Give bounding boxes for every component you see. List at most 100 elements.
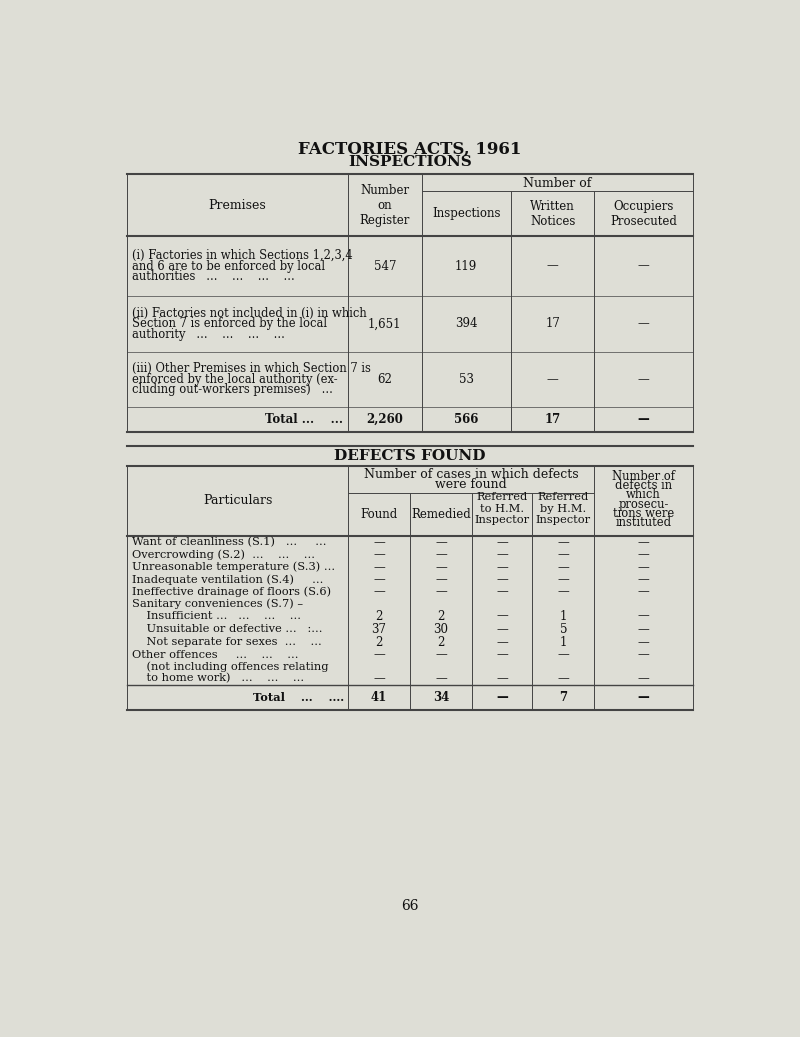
Text: 547: 547 xyxy=(374,259,396,273)
Text: —: — xyxy=(496,648,508,662)
Text: tions were: tions were xyxy=(613,507,674,520)
Text: —: — xyxy=(435,672,447,685)
Text: —: — xyxy=(558,573,570,586)
Text: 2: 2 xyxy=(438,610,445,622)
Text: (i) Factories in which Sections 1,2,3,4: (i) Factories in which Sections 1,2,3,4 xyxy=(132,249,352,262)
Text: 41: 41 xyxy=(371,691,387,704)
Text: authorities   ...    ...    ...    ...: authorities ... ... ... ... xyxy=(132,270,294,283)
Text: —: — xyxy=(638,561,650,573)
Text: enforced by the local authority (ex-: enforced by the local authority (ex- xyxy=(132,373,338,386)
Text: FACTORIES ACTS, 1961: FACTORIES ACTS, 1961 xyxy=(298,141,522,158)
Text: —: — xyxy=(496,549,508,561)
Text: —: — xyxy=(496,610,508,622)
Text: —: — xyxy=(435,573,447,586)
Text: Unreasonable temperature (S.3) ...: Unreasonable temperature (S.3) ... xyxy=(132,562,335,572)
Text: 34: 34 xyxy=(433,691,449,704)
Text: —: — xyxy=(558,536,570,549)
Text: Insufficient ...   ...    ...    ...: Insufficient ... ... ... ... xyxy=(132,611,301,621)
Text: authority   ...    ...    ...    ...: authority ... ... ... ... xyxy=(132,328,285,341)
Text: —: — xyxy=(558,585,570,598)
Text: to home work)   ...    ...    ...: to home work) ... ... ... xyxy=(132,673,304,683)
Text: Particulars: Particulars xyxy=(203,495,272,507)
Text: (ii) Factories not included in (i) in which: (ii) Factories not included in (i) in wh… xyxy=(132,307,366,320)
Text: cluding out-workers premises)   ...: cluding out-workers premises) ... xyxy=(132,384,333,396)
Text: Found: Found xyxy=(360,508,398,522)
Text: —: — xyxy=(638,672,650,685)
Text: —: — xyxy=(558,561,570,573)
Text: —: — xyxy=(638,636,650,649)
Text: Want of cleanliness (S.1)   ...     ...: Want of cleanliness (S.1) ... ... xyxy=(132,537,326,548)
Text: defects in: defects in xyxy=(615,479,672,493)
Text: Overcrowding (S.2)  ...    ...    ...: Overcrowding (S.2) ... ... ... xyxy=(132,550,314,560)
Text: were found: were found xyxy=(435,478,507,492)
Text: Unsuitable or defective ...   :...: Unsuitable or defective ... :... xyxy=(132,624,322,635)
Text: Not separate for sexes  ...    ...: Not separate for sexes ... ... xyxy=(132,638,322,647)
Text: and 6 are to be enforced by local: and 6 are to be enforced by local xyxy=(132,259,325,273)
Text: —: — xyxy=(546,373,558,386)
Text: —: — xyxy=(373,648,385,662)
Text: 2,260: 2,260 xyxy=(366,413,403,426)
Text: 7: 7 xyxy=(559,691,567,704)
Text: Number of: Number of xyxy=(523,177,591,190)
Text: 62: 62 xyxy=(378,373,392,386)
Text: —: — xyxy=(638,549,650,561)
Text: 119: 119 xyxy=(455,259,478,273)
Text: —: — xyxy=(558,672,570,685)
Text: prosecu-: prosecu- xyxy=(618,498,669,510)
Text: 1,651: 1,651 xyxy=(368,317,402,331)
Text: Section 7 is enforced by the local: Section 7 is enforced by the local xyxy=(132,317,327,331)
Text: which: which xyxy=(626,488,661,501)
Text: —: — xyxy=(496,691,508,704)
Text: Referred
by H.M.
Inspector: Referred by H.M. Inspector xyxy=(536,493,591,526)
Text: —: — xyxy=(373,585,385,598)
Text: —: — xyxy=(373,573,385,586)
Text: Sanitary conveniences (S.7) –: Sanitary conveniences (S.7) – xyxy=(132,598,303,609)
Text: 566: 566 xyxy=(454,413,478,426)
Text: 37: 37 xyxy=(371,622,386,636)
Text: —: — xyxy=(546,259,558,273)
Text: —: — xyxy=(496,573,508,586)
Text: 30: 30 xyxy=(434,622,449,636)
Text: Other offences     ...    ...    ...: Other offences ... ... ... xyxy=(132,650,298,660)
Text: Ineffective drainage of floors (S.6): Ineffective drainage of floors (S.6) xyxy=(132,587,331,597)
Text: 2: 2 xyxy=(438,636,445,649)
Text: Written
Notices: Written Notices xyxy=(530,200,575,228)
Text: 5: 5 xyxy=(560,622,567,636)
Text: —: — xyxy=(638,585,650,598)
Text: —: — xyxy=(496,622,508,636)
Text: 1: 1 xyxy=(560,610,567,622)
Text: —: — xyxy=(638,259,650,273)
Text: —: — xyxy=(638,622,650,636)
Text: —: — xyxy=(435,549,447,561)
Text: —: — xyxy=(373,672,385,685)
Text: —: — xyxy=(373,561,385,573)
Text: —: — xyxy=(496,636,508,649)
Text: Inadequate ventilation (S.4)     ...: Inadequate ventilation (S.4) ... xyxy=(132,574,323,585)
Text: 2: 2 xyxy=(375,610,382,622)
Text: —: — xyxy=(638,373,650,386)
Text: Remedied: Remedied xyxy=(411,508,471,522)
Text: Number of cases in which defects: Number of cases in which defects xyxy=(364,469,578,481)
Text: —: — xyxy=(496,561,508,573)
Text: —: — xyxy=(435,536,447,549)
Text: INSPECTIONS: INSPECTIONS xyxy=(348,156,472,169)
Text: —: — xyxy=(638,691,650,704)
Text: —: — xyxy=(558,648,570,662)
Text: —: — xyxy=(496,672,508,685)
Text: 17: 17 xyxy=(545,413,561,426)
Text: —: — xyxy=(373,536,385,549)
Text: 66: 66 xyxy=(402,899,418,913)
Text: 2: 2 xyxy=(375,636,382,649)
Text: Number
on
Register: Number on Register xyxy=(360,184,410,227)
Text: —: — xyxy=(638,317,650,331)
Text: —: — xyxy=(638,648,650,662)
Text: (not including offences relating: (not including offences relating xyxy=(132,662,328,672)
Text: —: — xyxy=(496,536,508,549)
Text: DEFECTS FOUND: DEFECTS FOUND xyxy=(334,449,486,463)
Text: 17: 17 xyxy=(545,317,560,331)
Text: —: — xyxy=(558,549,570,561)
Text: —: — xyxy=(435,648,447,662)
Text: —: — xyxy=(373,549,385,561)
Text: Total ...    ...: Total ... ... xyxy=(266,413,343,426)
Text: (iii) Other Premises in which Section 7 is: (iii) Other Premises in which Section 7 … xyxy=(132,362,370,375)
